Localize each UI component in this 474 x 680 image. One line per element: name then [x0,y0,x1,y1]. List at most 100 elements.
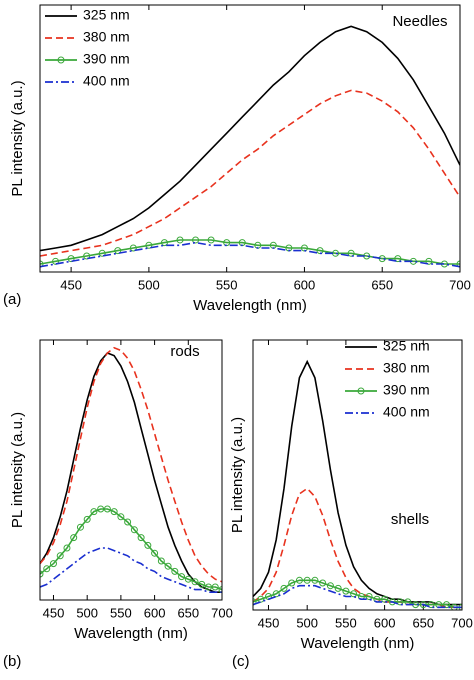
series-line [40,239,460,265]
x-tick-label: 700 [451,615,473,630]
series-marker [164,562,172,570]
plot-area [40,346,222,594]
series-line [40,25,460,252]
x-axis-label: Wavelength (nm) [193,297,307,314]
series-marker [157,557,165,565]
series-marker [70,534,78,542]
series-marker [83,515,91,523]
series-marker [319,579,327,587]
series-marker [381,595,389,603]
y-axis-label: PL intensity (a.u.) [229,417,246,533]
legend-marker [57,56,65,64]
annotation: rods [170,343,199,360]
series-line [40,352,222,593]
series-marker [178,573,186,581]
series-marker [419,601,427,609]
series-marker [160,239,168,247]
series-marker [388,598,396,606]
series-marker [192,236,200,244]
plot-area [253,359,462,610]
legend-marker [357,387,365,395]
series-marker [151,549,159,557]
series-marker [257,595,265,603]
x-tick-label: 450 [258,615,280,630]
y-axis-label: PL intensity (a.u.) [9,80,26,196]
annotation: shells [391,511,429,528]
legend-label: 400 nm [83,73,130,89]
x-tick-label: 700 [211,605,233,620]
series-marker [52,257,60,265]
series-marker [295,576,303,584]
series-marker [184,575,192,583]
x-tick-label: 650 [177,605,199,620]
series-marker [272,590,280,598]
panel-label: (b) [3,653,21,670]
series-marker [334,584,342,592]
series-line [40,241,460,268]
series-marker [137,534,145,542]
series-line [40,346,222,583]
plot-area [40,25,460,268]
series-marker [67,255,75,263]
series-marker [316,247,324,255]
series-marker [98,249,106,257]
series-marker [342,587,350,595]
series-marker [90,508,98,516]
series-marker [427,601,435,609]
series-marker [124,518,132,526]
x-tick-label: 700 [449,277,471,292]
legend-label: 390 nm [383,382,430,398]
x-tick-label: 650 [371,277,393,292]
series-marker [218,586,222,594]
series-line [40,89,460,257]
series-marker [350,590,358,598]
series-marker [207,236,215,244]
annotation: Needles [392,13,447,30]
series-marker [394,255,402,263]
legend-label: 400 nm [383,404,430,420]
x-tick-label: 450 [43,605,65,620]
series-marker [103,505,111,513]
series-marker [49,560,57,568]
series-line [40,547,222,593]
x-tick-label: 450 [60,277,82,292]
legend-label: 380 nm [83,29,130,45]
series-marker [176,236,184,244]
x-tick-label: 600 [144,605,166,620]
series-marker [145,241,153,249]
x-tick-label: 500 [76,605,98,620]
x-tick-label: 550 [335,615,357,630]
series-marker [56,552,64,560]
plot-frame [39,4,461,273]
x-axis-label: Wavelength (nm) [301,635,415,652]
series-marker [326,582,334,590]
series-marker [456,260,460,268]
series-marker [117,513,125,521]
x-tick-label: 550 [216,277,238,292]
legend-label: 325 nm [83,7,130,23]
series-marker [83,252,91,260]
plot-frame [252,339,463,611]
series-line [253,487,462,609]
series-marker [311,576,319,584]
panel-label: (a) [3,291,21,308]
series-marker [97,505,105,513]
plot-frame [39,339,223,601]
series-marker [43,565,51,573]
series-marker [443,601,451,609]
legend-label: 325 nm [383,338,430,354]
series-marker [347,249,355,257]
series-marker [253,598,257,606]
series-marker [110,508,118,516]
x-tick-label: 500 [296,615,318,630]
series-marker [198,580,206,588]
series-marker [114,247,122,255]
series-marker [144,541,152,549]
series-marker [76,523,84,531]
series-marker [129,244,137,252]
x-tick-label: 600 [294,277,316,292]
series-line [253,359,462,606]
x-tick-label: 500 [138,277,160,292]
series-marker [171,567,179,575]
